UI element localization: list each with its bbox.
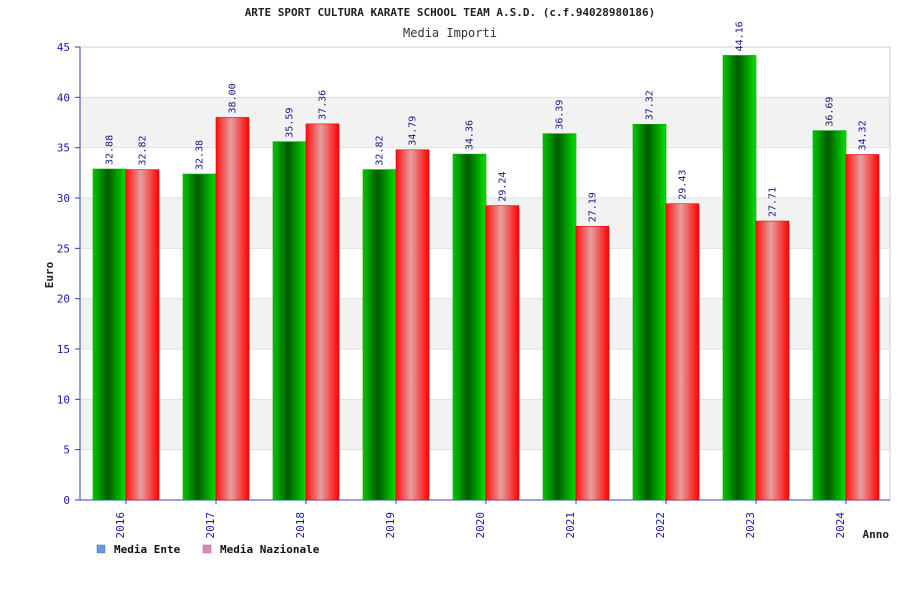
y-tick-label: 25: [57, 242, 70, 255]
y-tick-label: 40: [57, 91, 70, 104]
x-tick-label: 2016: [114, 512, 127, 539]
y-tick-label: 10: [57, 393, 70, 406]
bar-value-label: 37.32: [645, 90, 656, 120]
bar-media-ente: [722, 55, 757, 501]
legend-swatch-media-ente: [96, 544, 106, 554]
bar-value-label: 29.24: [498, 172, 509, 202]
bar-value-label: 38.00: [228, 83, 239, 113]
x-tick-label: 2023: [744, 512, 757, 539]
bar-value-label: 29.43: [678, 170, 689, 200]
y-tick-label: 30: [57, 192, 70, 205]
y-tick-label: 0: [63, 494, 70, 507]
bar-media-nazionale: [485, 205, 520, 501]
bar-media-ente: [632, 124, 667, 501]
x-tick-label: 2019: [384, 512, 397, 539]
bar-value-label: 32.38: [195, 140, 206, 170]
x-axis-title: Anno: [863, 528, 890, 541]
y-axis-ticks: 0 5 10 15 20 25 30 35 40 45: [57, 41, 80, 507]
bar-media-ente: [92, 168, 127, 501]
value-labels-group: 32.88 32.82 32.38 38.00 35.59 37.36 32.82 34.79…: [105, 21, 869, 222]
bar-media-ente: [452, 153, 487, 501]
chart-title: ARTE SPORT CULTURA KARATE SCHOOL TEAM A.…: [245, 6, 656, 19]
bar-value-label: 37.36: [318, 90, 329, 120]
bar-value-label: 34.32: [858, 120, 869, 150]
bar-media-ente: [542, 133, 577, 501]
x-tick-label: 2024: [834, 512, 847, 539]
y-tick-label: 35: [57, 142, 70, 155]
bar-value-label: 36.39: [555, 100, 566, 130]
legend-swatch-media-nazionale: [202, 544, 212, 554]
y-tick-label: 5: [63, 444, 70, 457]
bar-media-nazionale: [215, 117, 250, 501]
x-tick-label: 2022: [654, 512, 667, 539]
x-tick-label: 2020: [474, 512, 487, 539]
bar-value-label: 34.36: [465, 120, 476, 150]
x-tick-label: 2017: [204, 512, 217, 539]
y-tick-label: 45: [57, 41, 70, 54]
bar-media-ente: [362, 169, 397, 501]
bar-media-ente: [272, 141, 307, 501]
bar-value-label: 32.88: [105, 135, 116, 165]
bar-value-label: 35.59: [285, 108, 296, 138]
y-tick-label: 15: [57, 343, 70, 356]
x-tick-label: 2018: [294, 512, 307, 539]
x-axis-ticks: 2016 2017 2018 2019 2020 2021 2022 2023 2024: [114, 500, 847, 539]
bar-media-nazionale: [395, 149, 430, 501]
bar-value-label: 44.16: [735, 21, 746, 51]
bar-value-label: 36.69: [825, 97, 836, 127]
bar-media-ente: [812, 130, 847, 501]
legend-label-media-ente: Media Ente: [114, 543, 181, 556]
bar-value-label: 34.79: [408, 116, 419, 146]
legend: Media Ente Media Nazionale: [96, 543, 320, 556]
bar-media-nazionale: [305, 123, 340, 501]
legend-label-media-nazionale: Media Nazionale: [220, 543, 320, 556]
bar-media-nazionale: [665, 203, 700, 501]
bar-value-label: 27.71: [768, 187, 779, 217]
bar-media-nazionale: [845, 154, 880, 501]
bar-value-label: 32.82: [138, 136, 149, 166]
bar-media-nazionale: [125, 169, 160, 501]
x-tick-label: 2021: [564, 512, 577, 539]
bar-value-label: 27.19: [588, 192, 599, 222]
y-axis-title: Euro: [43, 261, 56, 288]
bar-value-label: 32.82: [375, 136, 386, 166]
y-tick-label: 20: [57, 293, 70, 306]
chart-subtitle: Media Importi: [403, 26, 497, 40]
bars-group: [92, 55, 880, 501]
bar-media-nazionale: [575, 225, 610, 501]
bar-media-ente: [182, 173, 217, 501]
bar-media-nazionale: [755, 220, 790, 501]
